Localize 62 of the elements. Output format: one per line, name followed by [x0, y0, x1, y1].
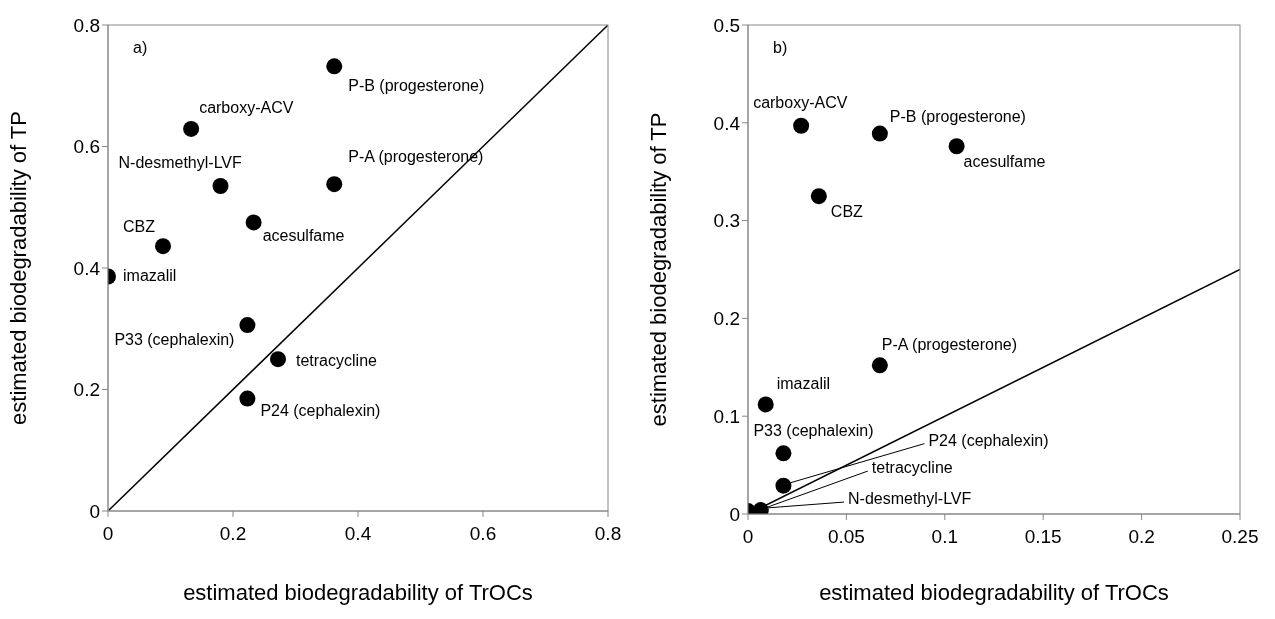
y-tick-label: 0.8 [73, 14, 100, 36]
annotation: P-A (progesterone) [881, 335, 1018, 353]
y-tick-label: 0.2 [713, 308, 740, 330]
point [239, 390, 256, 407]
point [775, 445, 792, 462]
x-tick-label: 0.2 [1128, 526, 1155, 548]
point [239, 317, 256, 334]
annotation: CBZ [830, 203, 864, 221]
y-tick-label: 0.1 [713, 405, 740, 427]
point [948, 138, 965, 155]
point [326, 58, 343, 75]
annotation: P-B (progesterone) [348, 76, 485, 94]
point [775, 477, 792, 494]
point [270, 351, 286, 368]
y-tick-label: 0.3 [713, 210, 740, 232]
annotation: P24 (cephalexin) [928, 431, 1049, 449]
x-tick-label: 0.1 [931, 526, 959, 548]
y-tick-label: 0 [89, 500, 100, 522]
x-tick-label: 0.4 [344, 523, 372, 545]
annotation: N-desmethyl-LVF [118, 154, 243, 172]
y-tick-label: 0.6 [73, 136, 100, 158]
point [183, 120, 200, 137]
x-tick-label: 0.05 [827, 526, 865, 548]
point [212, 177, 229, 194]
x-tick-label: 0.2 [219, 523, 247, 545]
x-tick-label: 0.25 [1221, 526, 1259, 548]
annotation: tetracycline [871, 459, 953, 477]
annotation: P24 (cephalexin) [260, 401, 381, 419]
point [871, 357, 888, 374]
annotation: P33 (cephalexin) [114, 331, 235, 349]
annotation: tetracycline [296, 352, 378, 370]
annotation: imazalil [776, 374, 831, 392]
annotation: acesulfame [262, 226, 345, 244]
y-tick-label: 0.4 [713, 112, 741, 134]
annotation: N-desmethyl-LVF [848, 490, 972, 508]
annotation: P33 (cephalexin) [753, 421, 874, 439]
annotation: P-B (progesterone) [889, 107, 1026, 125]
point [245, 214, 262, 231]
y-tick-label: 0.5 [713, 14, 740, 36]
y-axis-title: estimated biodegradability of TP [5, 111, 31, 425]
annotation: a) [133, 39, 148, 56]
y-tick-label: 0.2 [73, 379, 100, 401]
x-axis-title: estimated biodegradability of TrOCs [819, 580, 1169, 605]
x-tick-label: 0.6 [469, 523, 497, 545]
point [871, 125, 888, 142]
point [757, 396, 774, 413]
y-axis-title: estimated biodegradability of TP [645, 112, 671, 427]
point [155, 238, 171, 255]
annotation: carboxy-ACV [199, 99, 294, 117]
annotation: acesulfame [963, 153, 1046, 171]
point [793, 117, 810, 134]
x-tick-label: 0.15 [1024, 526, 1062, 548]
x-axis-title: estimated biodegradability of TrOCs [183, 580, 533, 605]
annotation: carboxy-ACV [753, 93, 848, 111]
x-tick-label: 0.8 [594, 523, 622, 545]
annotation: imazalil [123, 266, 177, 284]
y-tick-label: 0.4 [73, 257, 101, 279]
y-tick-label: 0 [729, 503, 740, 525]
point [326, 176, 343, 193]
point [810, 188, 827, 205]
annotation: b) [773, 39, 788, 56]
annotation: CBZ [123, 218, 156, 236]
